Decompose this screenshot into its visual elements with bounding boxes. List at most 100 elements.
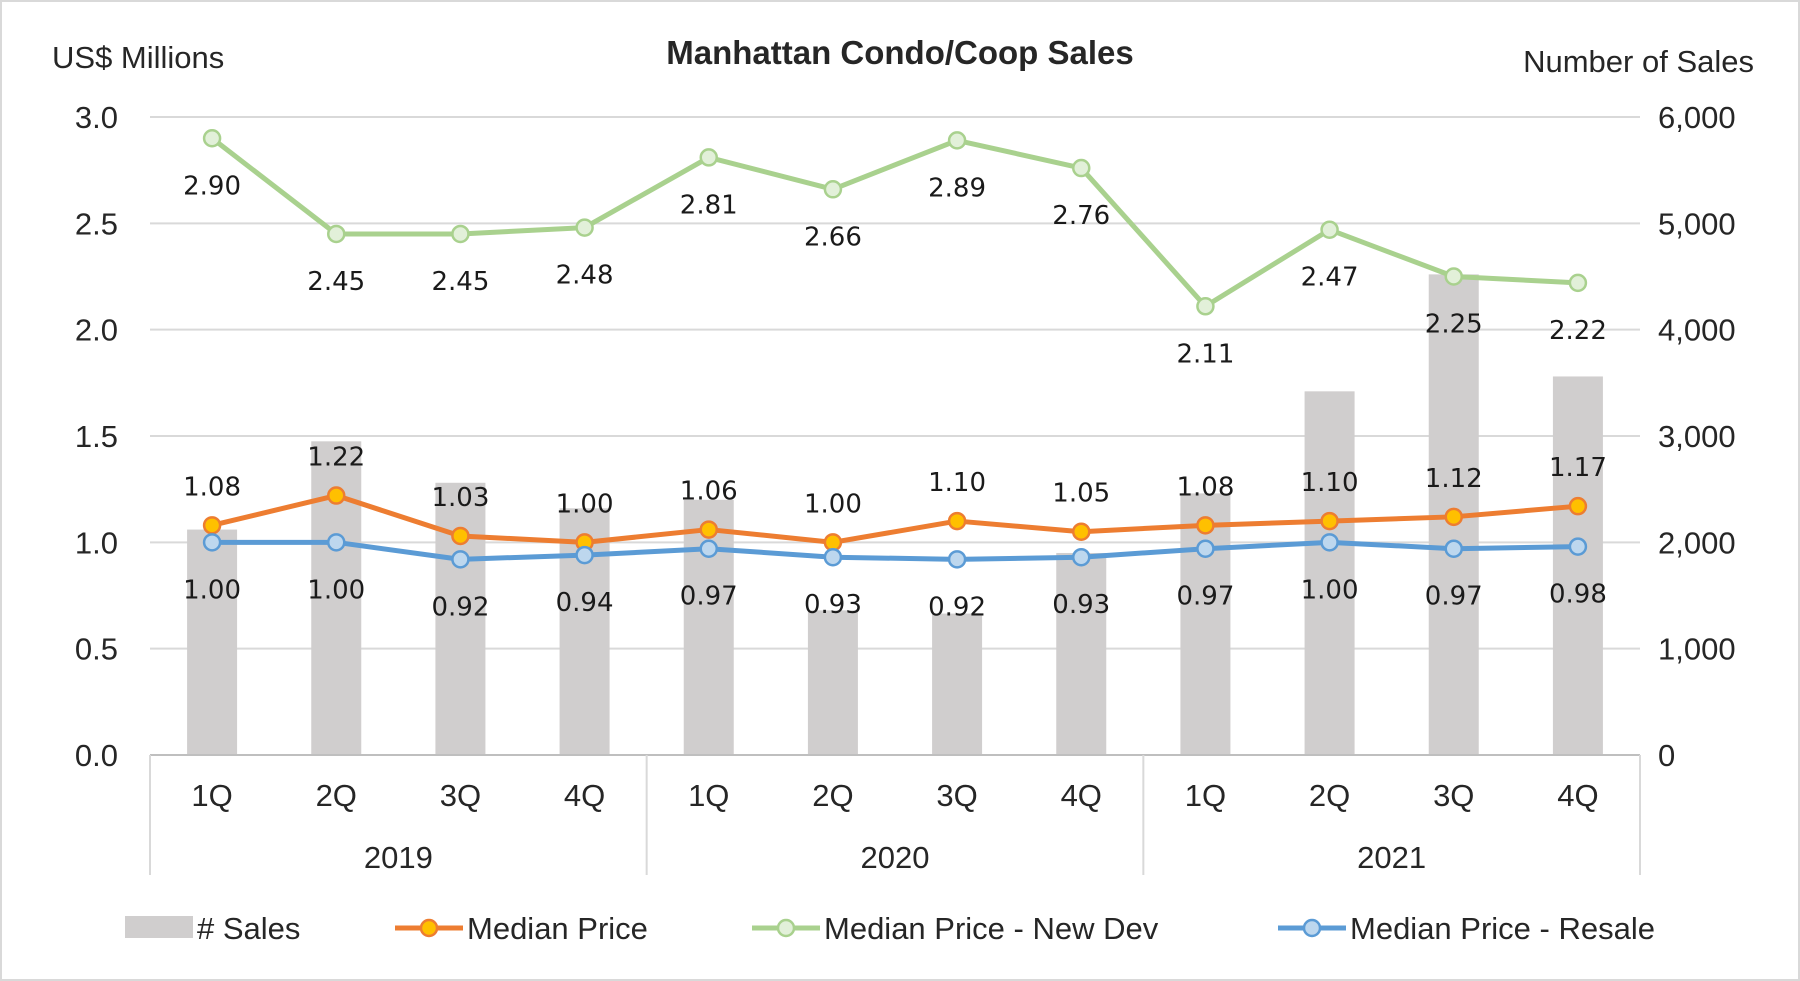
y-tick-label-left: 0.0 bbox=[75, 738, 118, 773]
data-label: 2.76 bbox=[1052, 201, 1110, 231]
chart-title: Manhattan Condo/Coop Sales bbox=[666, 34, 1134, 71]
y-axis-right: 0 1,000 2,000 3,000 4,000 5,000 6,000 bbox=[1658, 100, 1736, 773]
series-point-2 bbox=[1072, 547, 1091, 567]
bar-sales bbox=[1056, 552, 1107, 755]
series-point-0 bbox=[1568, 496, 1588, 516]
series-point-0 bbox=[1072, 522, 1091, 541]
series-line-0 bbox=[211, 493, 1579, 545]
data-label: 0.93 bbox=[804, 590, 862, 620]
series-point-0 bbox=[823, 533, 843, 552]
series-point-0 bbox=[1320, 511, 1339, 531]
data-label: 0.94 bbox=[556, 588, 614, 618]
series-point-1 bbox=[575, 218, 594, 237]
x-tick-label: 4Q bbox=[564, 778, 605, 813]
y-tick-label-right: 1,000 bbox=[1658, 632, 1736, 667]
y-axis-right-title: Number of Sales bbox=[1523, 44, 1754, 79]
line-series bbox=[202, 129, 1588, 569]
y-tick-label-left: 0.5 bbox=[75, 632, 118, 667]
series-point-0 bbox=[947, 511, 967, 531]
x-tick-label: 1Q bbox=[1185, 778, 1226, 813]
data-label: 1.08 bbox=[183, 472, 241, 502]
series-point-1 bbox=[327, 224, 346, 244]
x-tick-label: 2Q bbox=[316, 778, 357, 813]
y-tick-label-right: 5,000 bbox=[1658, 206, 1736, 241]
series-point-1 bbox=[947, 131, 967, 150]
data-labels: 1.08 1.22 1.03 1.00 1.06 1.00 1.10 1.05 1.08 1.10… bbox=[183, 171, 1607, 622]
series-point-1 bbox=[1444, 267, 1463, 286]
legend-swatch-marker bbox=[776, 918, 796, 938]
x-tick-label: 2Q bbox=[812, 778, 853, 813]
data-label: 1.00 bbox=[307, 575, 365, 605]
x-group-label: 2021 bbox=[1357, 840, 1426, 875]
data-label: 2.48 bbox=[556, 261, 614, 291]
y-axis-left-title: US$ Millions bbox=[52, 40, 224, 75]
data-label: 2.90 bbox=[183, 171, 241, 201]
data-label: 1.22 bbox=[307, 443, 365, 473]
series-point-2 bbox=[1196, 539, 1215, 558]
x-tick-label: 1Q bbox=[191, 778, 232, 813]
legend-label: Median Price - New Dev bbox=[824, 911, 1159, 946]
series-point-0 bbox=[699, 520, 718, 539]
bar-sales bbox=[807, 610, 858, 755]
legend: # Sales Median Price Median Price - New De… bbox=[125, 911, 1655, 946]
data-label: 0.97 bbox=[1176, 582, 1234, 612]
data-label: 0.97 bbox=[1425, 582, 1483, 612]
data-label: 0.98 bbox=[1549, 580, 1607, 610]
series-point-0 bbox=[1196, 516, 1215, 535]
series-line-1 bbox=[210, 136, 1579, 309]
data-label: 2.11 bbox=[1176, 339, 1234, 369]
data-label: 1.00 bbox=[804, 489, 862, 519]
y-tick-label-right: 4,000 bbox=[1658, 313, 1736, 348]
series-line-2 bbox=[212, 539, 1578, 562]
series-point-2 bbox=[1444, 539, 1463, 558]
bar-sales bbox=[1552, 376, 1603, 755]
y-tick-label-right: 6,000 bbox=[1658, 100, 1736, 135]
series-point-1 bbox=[451, 224, 470, 244]
data-label: 1.17 bbox=[1549, 453, 1607, 483]
data-label: 2.22 bbox=[1549, 316, 1607, 346]
data-label: 1.10 bbox=[928, 468, 986, 498]
legend-label: Median Price bbox=[467, 911, 648, 946]
series-point-2 bbox=[575, 545, 594, 565]
x-axis: 1Q 2Q 3Q 4Q 1Q 2Q 3Q 4Q 1Q 2Q 3Q 4Q 2019 2020 2021 bbox=[149, 754, 1641, 875]
series-point-1 bbox=[823, 180, 843, 199]
data-label: 2.81 bbox=[680, 190, 738, 220]
series-point-1 bbox=[1320, 220, 1339, 239]
series-point-0 bbox=[1444, 507, 1463, 527]
legend-swatch-marker bbox=[419, 918, 439, 938]
data-label: 0.97 bbox=[680, 582, 738, 612]
legend-label: # Sales bbox=[197, 911, 300, 946]
legend-swatch-marker bbox=[1302, 918, 1322, 938]
series-point-1 bbox=[1196, 297, 1215, 316]
series-point-1 bbox=[202, 129, 222, 148]
data-label: 2.66 bbox=[804, 222, 862, 252]
y-tick-label-left: 1.5 bbox=[75, 419, 118, 454]
series-point-2 bbox=[947, 550, 967, 569]
series-point-2 bbox=[699, 539, 718, 558]
data-label: 2.47 bbox=[1301, 263, 1359, 293]
data-label: 2.45 bbox=[307, 267, 365, 297]
x-tick-label: 1Q bbox=[688, 778, 729, 813]
data-label: 1.06 bbox=[680, 477, 738, 507]
data-label: 0.92 bbox=[431, 592, 489, 622]
legend-label: Median Price - Resale bbox=[1350, 911, 1655, 946]
series-point-2 bbox=[202, 533, 222, 552]
x-tick-label: 4Q bbox=[1557, 778, 1598, 813]
y-tick-label-right: 0 bbox=[1658, 738, 1675, 773]
data-label: 1.05 bbox=[1052, 479, 1110, 509]
y-axis-left: 0.0 0.5 1.0 1.5 2.0 2.5 3.0 bbox=[75, 100, 118, 773]
bar-sales bbox=[187, 529, 238, 755]
data-label: 0.92 bbox=[928, 592, 986, 622]
series-point-2 bbox=[451, 550, 470, 569]
bar-sales bbox=[1180, 493, 1231, 755]
y-tick-label-left: 2.0 bbox=[75, 313, 118, 348]
series-point-1 bbox=[699, 148, 718, 167]
x-tick-label: 3Q bbox=[936, 778, 977, 813]
series-point-2 bbox=[1568, 537, 1588, 556]
series-point-2 bbox=[327, 533, 346, 552]
gridlines bbox=[150, 116, 1640, 756]
y-tick-label-right: 2,000 bbox=[1658, 525, 1736, 560]
x-tick-label: 4Q bbox=[1061, 778, 1102, 813]
